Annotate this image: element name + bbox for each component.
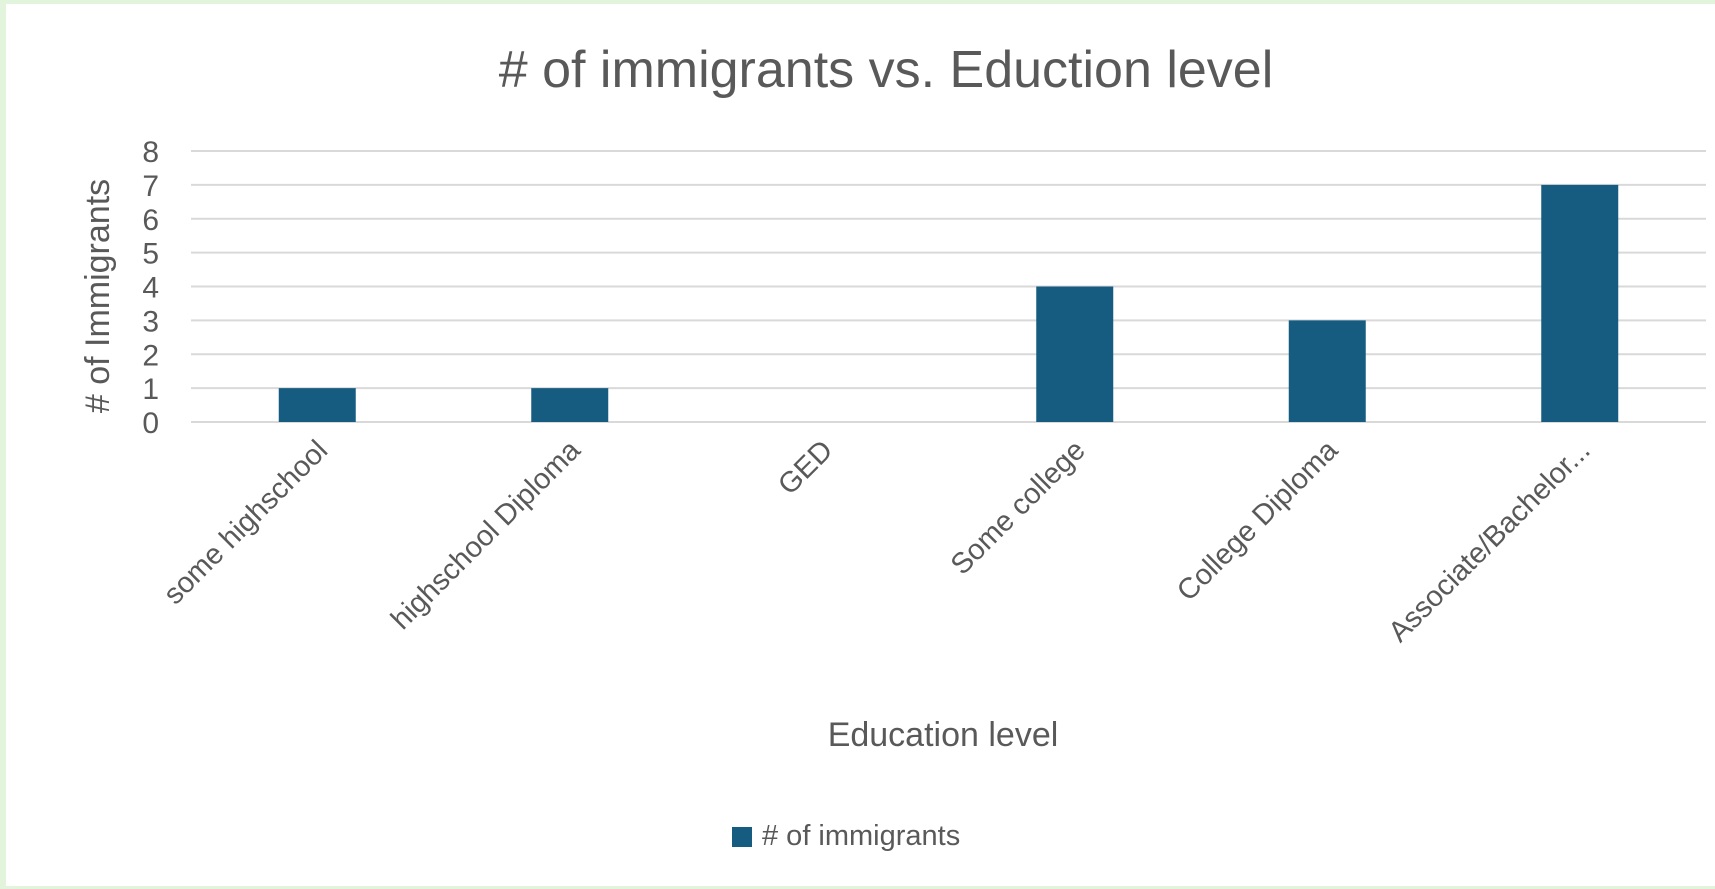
bar [1036,286,1114,422]
bar [1288,320,1366,422]
x-tick-label: GED [772,434,839,501]
legend-swatch [732,827,752,847]
x-tick-label: Some college [945,434,1092,581]
y-tick-label: 3 [142,305,159,338]
y-axis-label: # of Immigrants [79,179,117,413]
legend-label: # of immigrants [762,820,960,852]
y-tick-label: 4 [142,272,159,305]
chart-title: # of immigrants vs. Eduction level [499,41,1274,99]
y-tick-label: 1 [142,373,159,406]
y-tick-label: 2 [142,339,159,372]
bar [1541,184,1619,422]
y-tick-label: 7 [142,170,159,203]
y-tick-label: 6 [142,204,159,237]
x-axis-label: Education level [828,716,1059,754]
x-tick-label: Associate/Bachelor... [1383,434,1597,648]
x-tick-label: College Diploma [1171,434,1345,608]
x-tick-label: some highschool [158,434,335,611]
y-tick-label: 5 [142,238,159,271]
bars [278,184,1619,422]
y-tick-label: 0 [142,407,159,440]
x-axis-ticks: some highschool highschool Diploma GED Some… [158,434,1597,649]
legend: # of immigrants [732,820,960,852]
bar-chart: # of immigrants vs. Eduction level # of … [79,41,1706,852]
y-tick-label: 8 [142,136,159,169]
x-tick-label: highschool Diploma [385,434,587,636]
chart-frame: # of immigrants vs. Eduction level # of … [6,4,1715,886]
bar [278,388,356,422]
gridlines [191,150,1706,423]
bar [531,388,609,422]
